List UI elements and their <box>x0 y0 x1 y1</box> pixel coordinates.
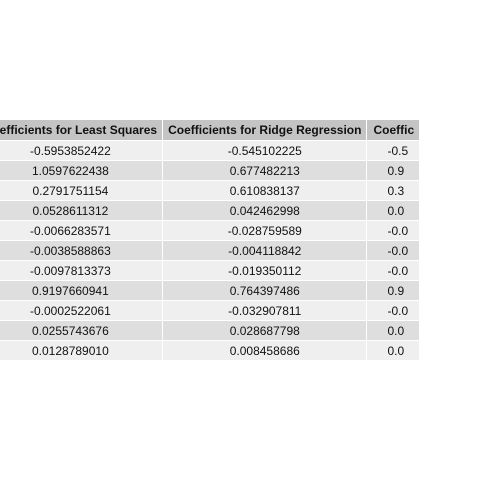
ridge-cell: -0.004118842 <box>162 240 368 261</box>
partial-coef-value: -0.5 <box>387 143 409 158</box>
table-row: 0.0128789010 0.008458686 0.0 <box>0 340 421 360</box>
least-squares-cell: 1.0597622438 <box>0 160 164 181</box>
table-row: -0.0097813373 -0.019350112 -0.0 <box>0 260 421 281</box>
partial-coef-cell: 0.9 <box>366 280 421 301</box>
partial-coef-value: 0.0 <box>387 343 405 358</box>
ridge-cell: -0.019350112 <box>162 260 368 281</box>
coefficients-table: ression Coefficients for Least Squares C… <box>0 120 421 360</box>
partial-coef-value: 0.0 <box>387 323 405 338</box>
partial-coef-value: -0.0 <box>387 263 409 278</box>
partial-coef-value: 0.3 <box>387 183 405 198</box>
partial-coef-cell: 0.0 <box>366 200 421 221</box>
least-squares-cell: 0.2791751154 <box>0 180 164 201</box>
partial-coef-cell: 0.0 <box>366 320 421 341</box>
least-squares-cell: -0.0097813373 <box>0 260 164 281</box>
partial-coef-value: 0.9 <box>387 163 405 178</box>
table-row: 0.2791751154 0.610838137 0.3 <box>0 180 421 201</box>
header-coefficients-partial[interactable]: Coeffic <box>366 120 421 141</box>
ridge-cell: 0.610838137 <box>162 180 368 201</box>
least-squares-cell: 0.9197660941 <box>0 280 164 301</box>
partial-coef-value: -0.0 <box>387 243 409 258</box>
least-squares-cell: -0.0066283571 <box>0 220 164 241</box>
partial-coef-cell: 0.9 <box>366 160 421 181</box>
ridge-cell: 0.764397486 <box>162 280 368 301</box>
partial-coef-cell: -0.0 <box>366 260 421 281</box>
table-row: -0.0066283571 -0.028759589 -0.0 <box>0 220 421 241</box>
partial-coef-cell: -0.0 <box>366 240 421 261</box>
least-squares-cell: 0.0255743676 <box>0 320 164 341</box>
ridge-cell: 0.008458686 <box>162 340 368 360</box>
least-squares-cell: -0.0038588863 <box>0 240 164 261</box>
partial-coef-cell: 0.3 <box>366 180 421 201</box>
partial-coef-value: -0.0 <box>387 303 409 318</box>
table-row: -0.0038588863 -0.004118842 -0.0 <box>0 240 421 261</box>
least-squares-cell: -0.0002522061 <box>0 300 164 321</box>
table-row: 1.0597622438 0.677482213 0.9 <box>0 160 421 181</box>
ridge-cell: -0.545102225 <box>162 140 368 161</box>
least-squares-cell: 0.0528611312 <box>0 200 164 221</box>
table-header-row: ression Coefficients for Least Squares C… <box>0 120 421 141</box>
ridge-cell: 0.677482213 <box>162 160 368 181</box>
ridge-cell: 0.028687798 <box>162 320 368 341</box>
partial-coef-value: 0.0 <box>387 203 405 218</box>
partial-coef-cell: -0.0 <box>366 220 421 241</box>
partial-coef-cell: 0.0 <box>366 340 421 360</box>
table-row: 0.0255743676 0.028687798 0.0 <box>0 320 421 341</box>
table-row: -0.5953852422 -0.545102225 -0.5 <box>0 140 421 161</box>
ridge-cell: -0.032907811 <box>162 300 368 321</box>
least-squares-cell: -0.5953852422 <box>0 140 164 161</box>
table-row: -0.0002522061 -0.032907811 -0.0 <box>0 300 421 321</box>
table-row: 0.9197660941 0.764397486 0.9 <box>0 280 421 301</box>
ridge-cell: -0.028759589 <box>162 220 368 241</box>
least-squares-cell: 0.0128789010 <box>0 340 164 360</box>
partial-coef-cell: -0.5 <box>366 140 421 161</box>
table-row: 0.0528611312 0.042462998 0.0 <box>0 200 421 221</box>
partial-coef-cell: -0.0 <box>366 300 421 321</box>
header-ridge-regression[interactable]: Coefficients for Ridge Regression <box>162 120 368 141</box>
partial-coef-value: 0.9 <box>387 283 405 298</box>
ridge-cell: 0.042462998 <box>162 200 368 221</box>
partial-coef-value: -0.0 <box>387 223 409 238</box>
header-least-squares[interactable]: Coefficients for Least Squares <box>0 120 164 141</box>
